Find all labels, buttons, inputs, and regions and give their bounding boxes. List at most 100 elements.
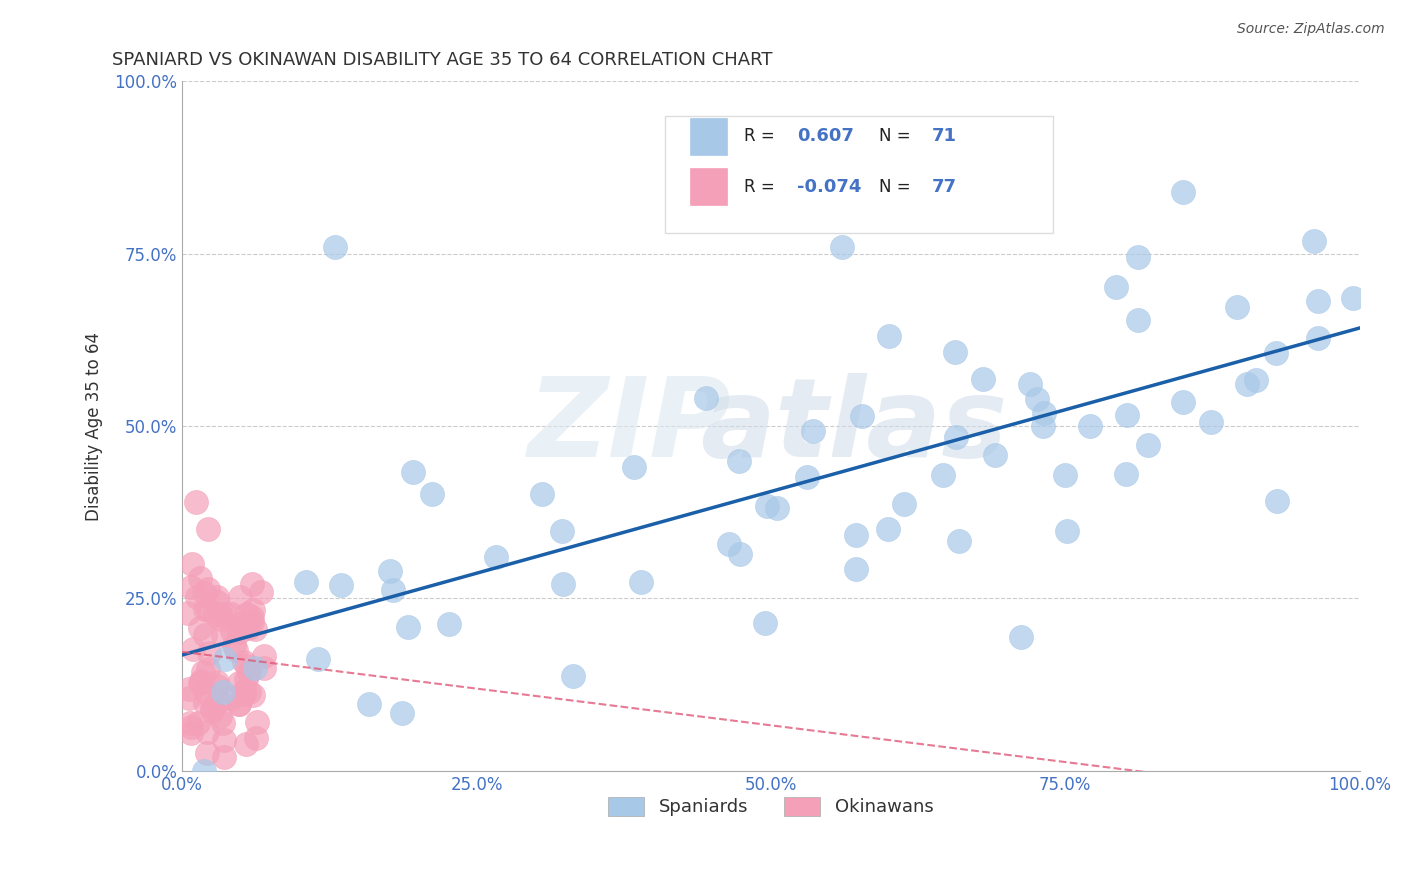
Point bbox=[224, 638, 246, 652]
Point bbox=[228, 624, 250, 639]
Point bbox=[187, 716, 209, 731]
Point bbox=[250, 585, 273, 599]
Legend: Spaniards, Okinawans: Spaniards, Okinawans bbox=[600, 790, 941, 823]
Point bbox=[193, 764, 215, 778]
Text: N =: N = bbox=[879, 128, 917, 145]
Point bbox=[228, 697, 250, 711]
Point bbox=[245, 714, 267, 729]
Point bbox=[208, 694, 231, 708]
Point bbox=[242, 688, 264, 702]
Point bbox=[219, 690, 242, 705]
Point bbox=[212, 749, 235, 764]
Point bbox=[329, 578, 352, 592]
Point bbox=[1115, 409, 1137, 423]
Point bbox=[231, 615, 253, 630]
Point bbox=[204, 607, 226, 621]
Point bbox=[1199, 415, 1222, 429]
Text: Source: ZipAtlas.com: Source: ZipAtlas.com bbox=[1237, 22, 1385, 37]
FancyBboxPatch shape bbox=[690, 169, 727, 205]
Point bbox=[562, 669, 585, 683]
Point bbox=[212, 733, 235, 747]
Point bbox=[221, 624, 243, 638]
Point bbox=[1026, 392, 1049, 406]
Point bbox=[728, 547, 751, 561]
Point bbox=[177, 681, 200, 696]
Point bbox=[1267, 494, 1289, 508]
FancyBboxPatch shape bbox=[665, 116, 1053, 233]
Point bbox=[845, 561, 868, 575]
Point bbox=[228, 676, 250, 690]
Point bbox=[183, 641, 205, 656]
Point bbox=[228, 590, 250, 604]
Point bbox=[402, 465, 425, 479]
Point bbox=[242, 603, 264, 617]
Point bbox=[877, 522, 900, 536]
Point bbox=[984, 448, 1007, 462]
Point bbox=[180, 725, 202, 739]
Point bbox=[253, 661, 276, 675]
Text: -0.074: -0.074 bbox=[797, 178, 860, 196]
Point bbox=[484, 549, 506, 564]
Point bbox=[877, 329, 900, 343]
Point bbox=[1341, 291, 1364, 305]
Point bbox=[1303, 234, 1326, 248]
Point bbox=[295, 574, 318, 589]
Point bbox=[194, 697, 217, 711]
Point bbox=[225, 642, 247, 657]
Point bbox=[551, 524, 574, 538]
Point bbox=[190, 673, 212, 688]
Point bbox=[233, 687, 256, 701]
Point bbox=[194, 685, 217, 699]
Point bbox=[531, 487, 554, 501]
Point bbox=[1264, 345, 1286, 359]
Point bbox=[240, 577, 263, 591]
Point bbox=[212, 607, 235, 621]
Point bbox=[211, 627, 233, 641]
Point bbox=[831, 240, 853, 254]
Point bbox=[439, 617, 461, 632]
Point bbox=[235, 672, 257, 686]
Point bbox=[1136, 438, 1159, 452]
Point bbox=[219, 607, 242, 621]
Point bbox=[1244, 373, 1267, 387]
Point bbox=[323, 240, 346, 254]
Point bbox=[551, 577, 574, 591]
Point bbox=[1126, 313, 1149, 327]
Point bbox=[943, 345, 966, 359]
Point bbox=[188, 621, 211, 635]
Point bbox=[1054, 468, 1077, 483]
Point bbox=[754, 616, 776, 631]
Point bbox=[1032, 419, 1054, 434]
Point bbox=[359, 697, 381, 711]
Point bbox=[200, 701, 222, 715]
Y-axis label: Disability Age 35 to 64: Disability Age 35 to 64 bbox=[86, 332, 103, 521]
Point bbox=[422, 487, 444, 501]
Point bbox=[191, 665, 214, 679]
Point bbox=[972, 372, 994, 386]
Point bbox=[195, 725, 218, 739]
FancyBboxPatch shape bbox=[690, 118, 727, 155]
Point bbox=[205, 674, 228, 689]
Point bbox=[382, 582, 405, 597]
Point bbox=[766, 501, 789, 516]
Point bbox=[236, 607, 259, 621]
Point bbox=[177, 606, 200, 620]
Text: N =: N = bbox=[879, 178, 917, 196]
Point bbox=[630, 574, 652, 589]
Point bbox=[179, 716, 201, 731]
Point bbox=[1019, 376, 1042, 391]
Point bbox=[945, 430, 967, 444]
Point bbox=[253, 649, 276, 664]
Point bbox=[180, 580, 202, 594]
Point bbox=[1171, 395, 1194, 409]
Point bbox=[194, 627, 217, 641]
Point bbox=[208, 607, 231, 621]
Point bbox=[208, 709, 231, 723]
Point bbox=[242, 615, 264, 629]
Point bbox=[236, 659, 259, 673]
Point bbox=[1115, 467, 1137, 481]
Point bbox=[1078, 419, 1101, 434]
Point bbox=[232, 655, 254, 669]
Point bbox=[1308, 294, 1330, 309]
Point bbox=[207, 679, 229, 693]
